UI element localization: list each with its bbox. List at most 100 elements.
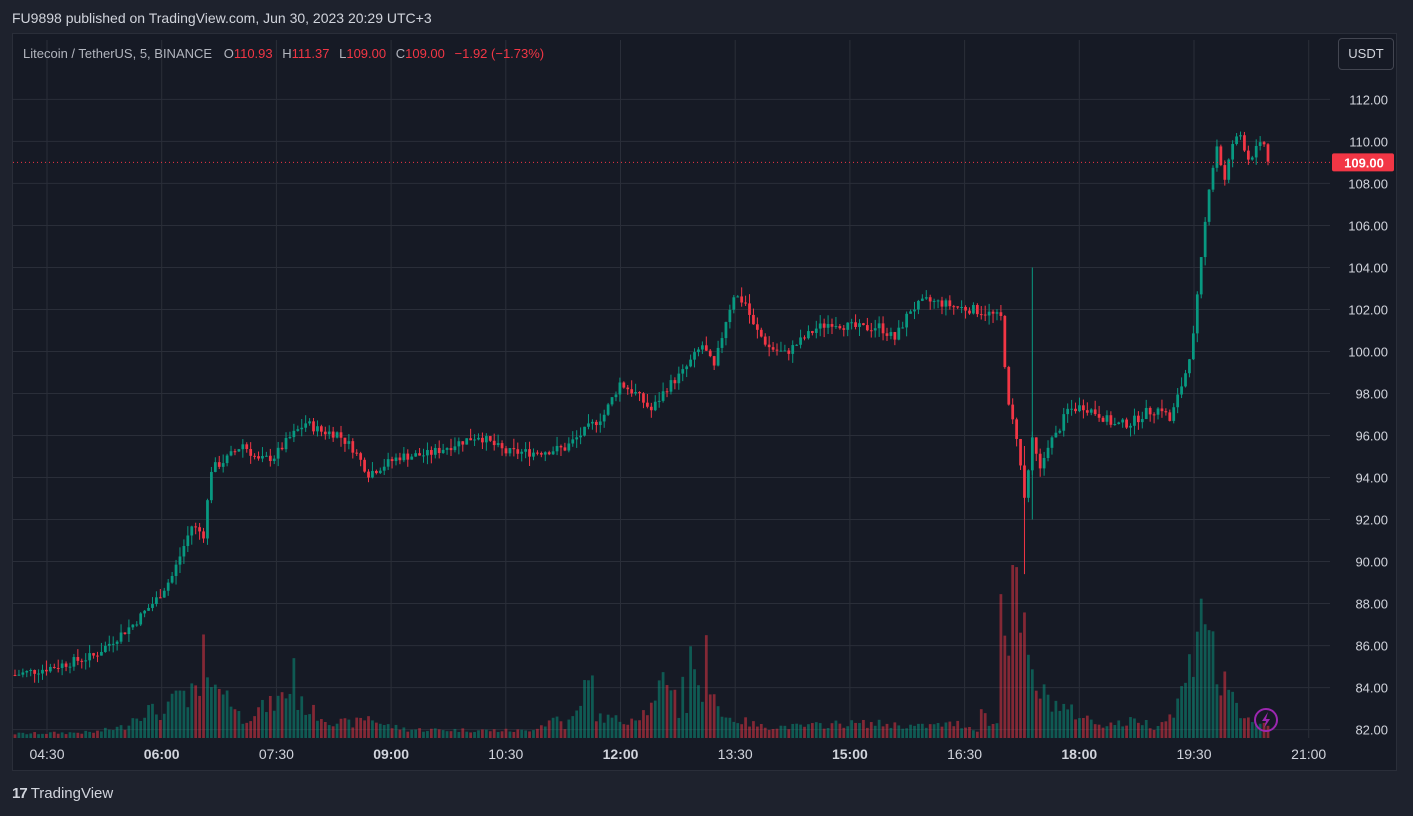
candle	[367, 469, 370, 483]
volume-bar	[587, 680, 590, 738]
candle	[398, 452, 402, 465]
candle-body	[991, 311, 995, 314]
candle	[382, 458, 386, 476]
volume-bar	[795, 723, 799, 738]
candle	[610, 397, 614, 407]
candle-body	[783, 350, 787, 352]
lightning-icon[interactable]	[1254, 708, 1278, 732]
candle	[1172, 403, 1176, 424]
candle-body	[1168, 412, 1172, 421]
candle	[818, 315, 822, 337]
candle-body	[115, 641, 119, 644]
candle-body	[842, 328, 846, 330]
candle	[206, 498, 209, 545]
candle-body	[1140, 419, 1144, 423]
candle	[1054, 425, 1058, 438]
candle	[60, 659, 64, 676]
candle	[441, 443, 445, 454]
candle-body	[606, 404, 610, 415]
candle-body	[1211, 167, 1215, 190]
volume-bar	[913, 725, 916, 738]
volume-bar	[229, 706, 233, 738]
candle	[634, 383, 637, 396]
y-tick-label: 112.00	[1349, 92, 1388, 107]
candle	[928, 294, 932, 310]
candle-body	[567, 443, 571, 451]
volume-bar	[704, 635, 708, 738]
candle-body	[1117, 422, 1121, 425]
tradingview-logo[interactable]: 17 TradingView	[12, 785, 113, 802]
candle-body	[917, 300, 920, 310]
candle-body	[661, 391, 665, 401]
candle-body	[869, 330, 873, 332]
candle-body	[987, 311, 991, 316]
volume-bar	[614, 715, 618, 738]
candle	[500, 440, 504, 456]
candle-body	[41, 669, 44, 674]
candle	[807, 325, 810, 340]
candle	[642, 392, 645, 409]
candle-body	[677, 373, 681, 384]
volume-bar	[300, 696, 304, 738]
volume-bar	[1168, 714, 1172, 738]
candle-body	[685, 366, 689, 370]
volume-bar	[68, 732, 72, 738]
candle	[975, 303, 979, 318]
candle-body	[1231, 144, 1235, 160]
candle	[292, 423, 296, 443]
y-tick-label: 98.00	[1355, 386, 1388, 401]
volume-bar	[814, 722, 818, 738]
candle	[1258, 136, 1262, 151]
volume-bar	[1266, 725, 1270, 738]
volume-bar	[830, 723, 834, 738]
volume-bar	[873, 725, 877, 738]
volume-bar	[182, 690, 186, 738]
candle	[284, 432, 288, 453]
candle-body	[245, 444, 249, 450]
volume-bar	[771, 728, 775, 738]
price-axis: 82.00 84.00 86.00 88.00 90.00 92.00 94.00 96.00…	[1348, 92, 1388, 737]
candle	[712, 355, 716, 370]
candle-body	[1243, 135, 1246, 151]
volume-bar	[158, 720, 162, 738]
candle-body	[948, 300, 952, 307]
volume-bar	[13, 734, 17, 738]
volume-bar	[622, 724, 626, 738]
chart-panel[interactable]	[12, 33, 1397, 771]
candle	[272, 455, 276, 465]
candle-body	[720, 338, 724, 348]
candle-body	[1089, 409, 1093, 413]
candle-body	[602, 414, 606, 422]
candle	[100, 642, 103, 656]
volume-bar	[858, 723, 861, 738]
candle-body	[826, 324, 830, 328]
volume-bar	[398, 729, 402, 738]
candle-body	[1180, 386, 1183, 395]
candle-body	[253, 455, 256, 457]
candle-body	[536, 452, 539, 454]
volume-bar	[862, 719, 865, 738]
candle-body	[1085, 410, 1089, 413]
candle-body	[520, 451, 524, 454]
volume-bar	[1027, 654, 1030, 738]
volume-bar	[190, 683, 194, 738]
volume-bar	[174, 690, 178, 738]
candle	[799, 329, 802, 349]
candle-body	[1042, 457, 1046, 469]
candle	[131, 624, 135, 631]
candle	[901, 321, 905, 329]
symbol-name[interactable]: Litecoin / TetherUS, 5, BINANCE	[23, 46, 213, 61]
volume-bar	[316, 720, 319, 738]
candle	[351, 438, 355, 459]
candle	[826, 315, 830, 334]
candle-body	[1148, 407, 1152, 415]
candle	[170, 572, 174, 584]
close-value: 109.00	[405, 46, 445, 61]
candle	[1239, 131, 1242, 140]
volume-bar	[551, 717, 555, 738]
currency-selector[interactable]: USDT	[1338, 38, 1394, 70]
volume-bar	[198, 695, 201, 738]
volume-bar	[1085, 715, 1089, 738]
volume-bar	[783, 725, 787, 738]
